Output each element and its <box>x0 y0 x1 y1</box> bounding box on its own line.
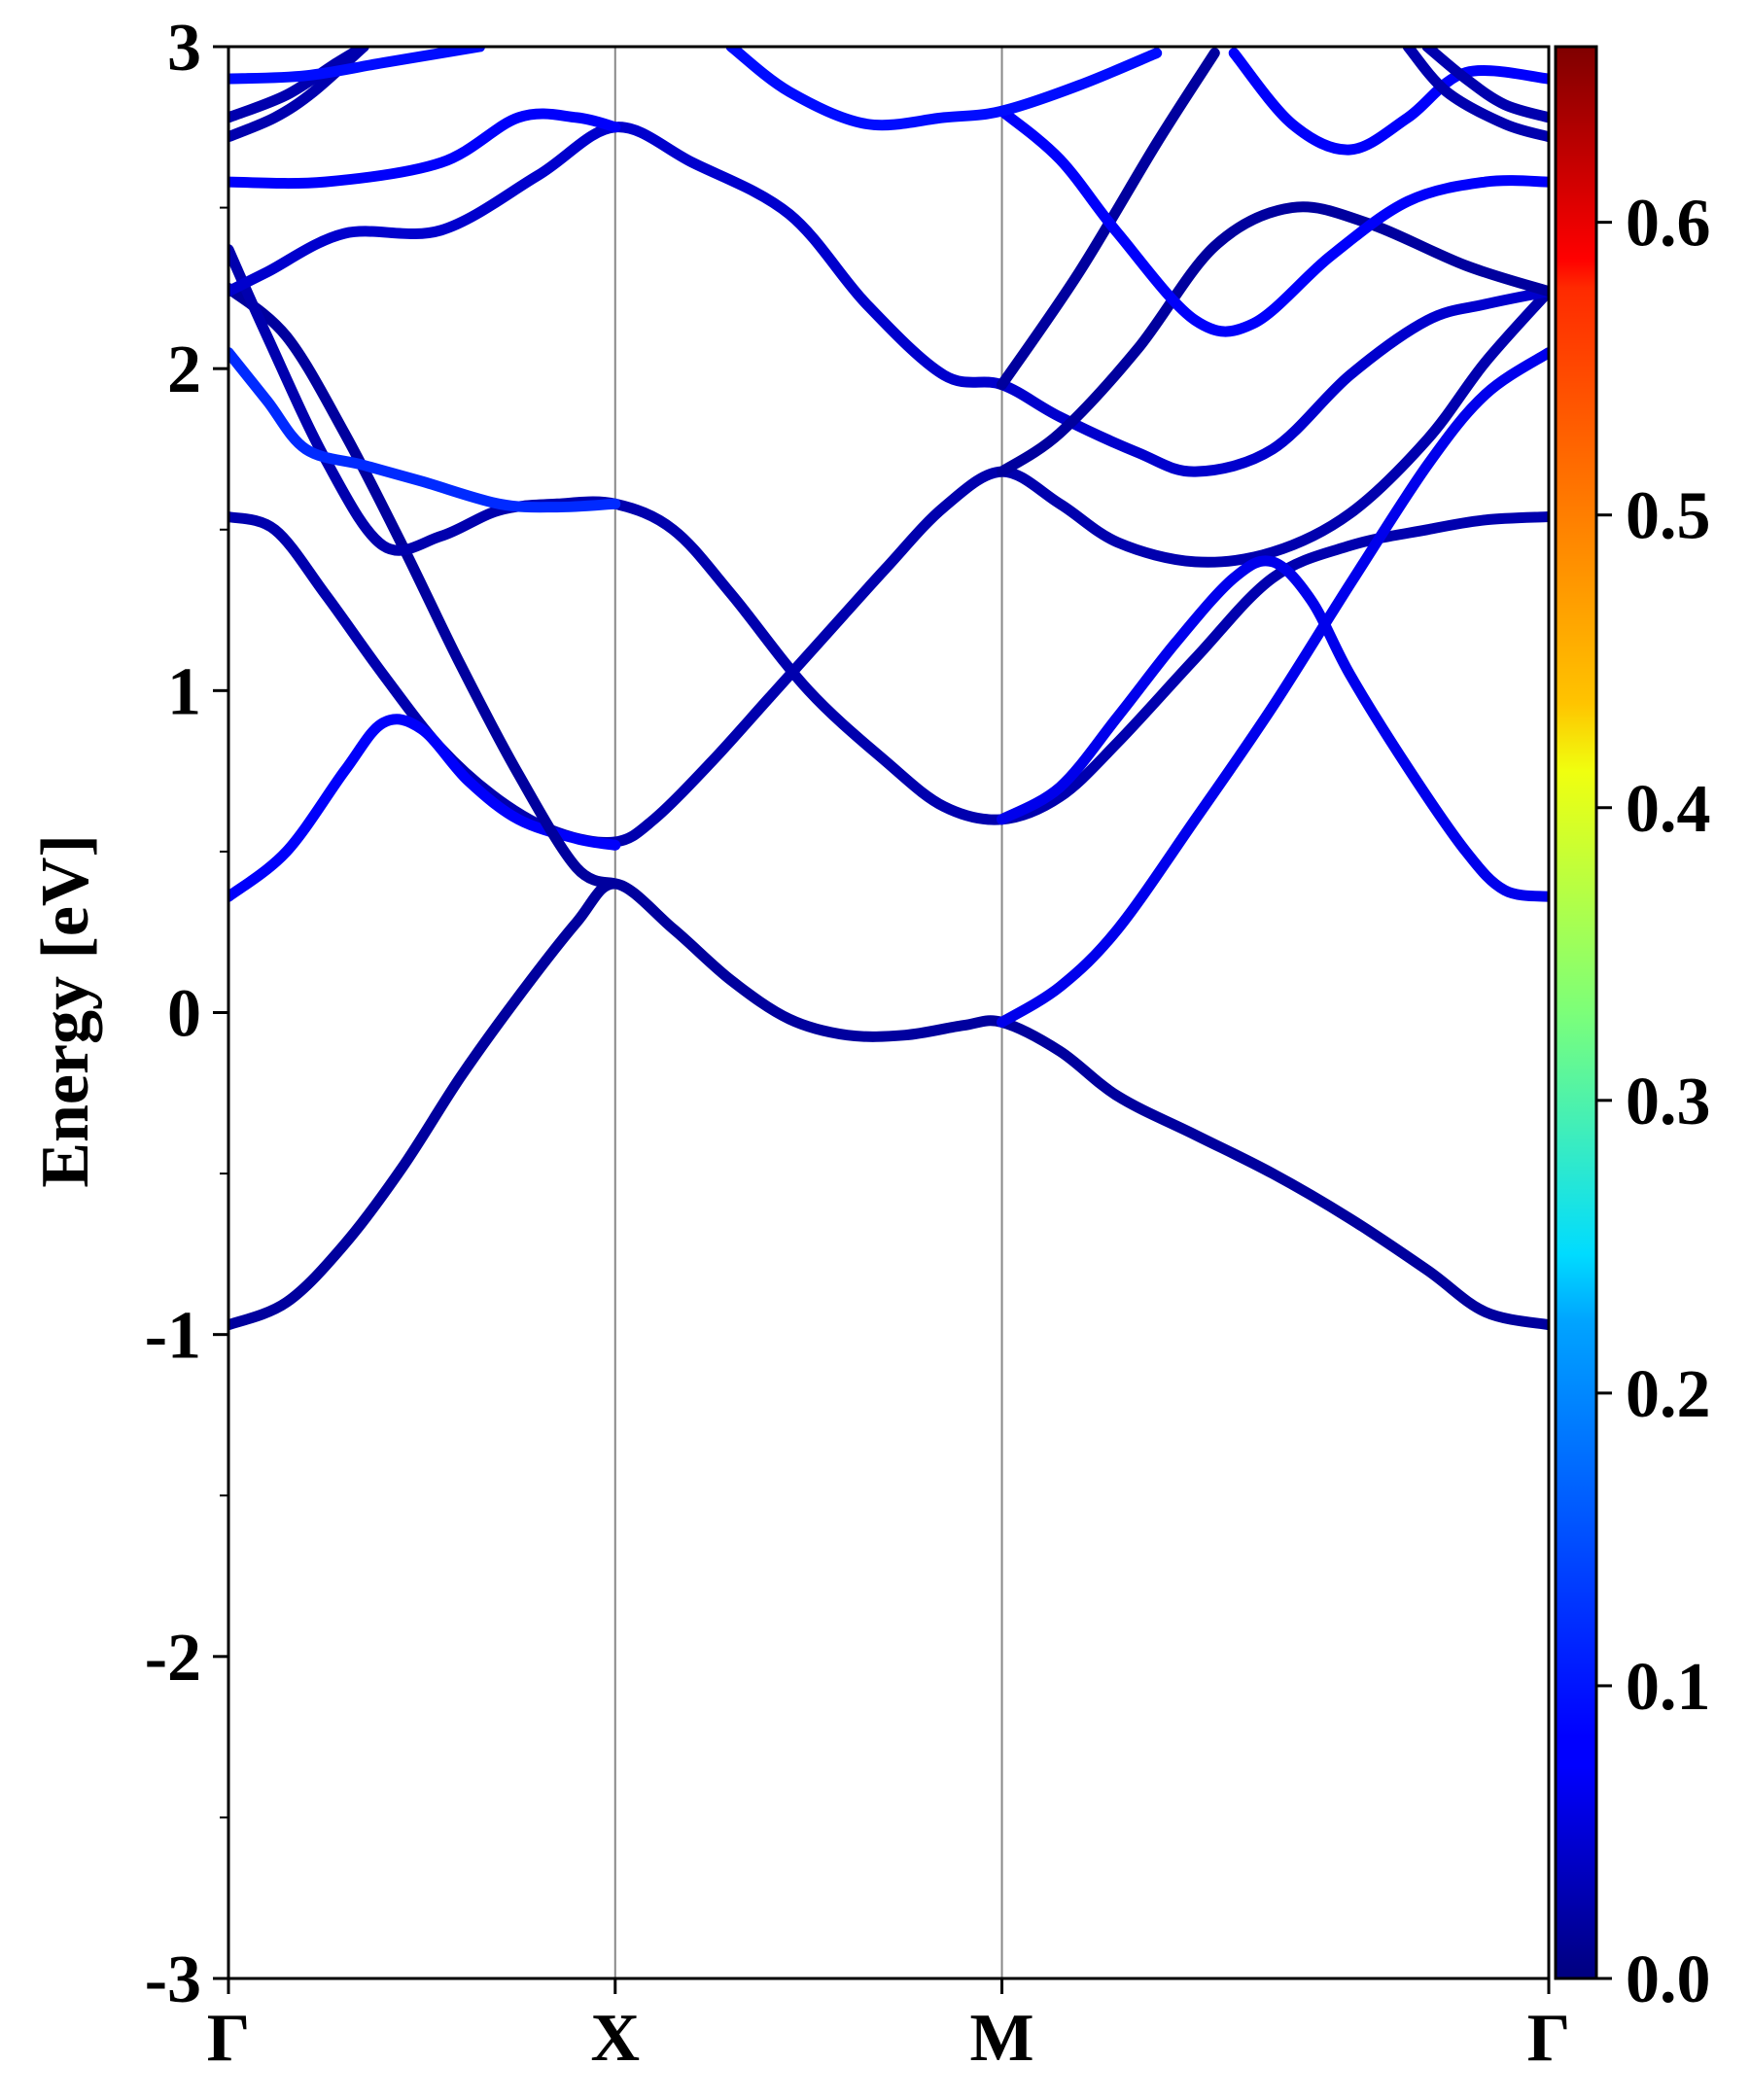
band-line-8 <box>228 347 621 513</box>
colorbar-tick-label: 0.1 <box>1626 1650 1711 1725</box>
plot-frame <box>227 45 1551 1980</box>
band-line-13 <box>997 105 1549 337</box>
band-line-3 <box>228 714 621 902</box>
band-line-14 <box>725 47 1163 131</box>
x-tick-label: M <box>970 2001 1034 2076</box>
y-axis-title: Energy [eV] <box>28 834 103 1188</box>
band-line-11 <box>997 201 1549 477</box>
colorbar-tick-label: 0.2 <box>1626 1357 1711 1432</box>
band-line-4 <box>228 282 621 890</box>
x-tick-label: Γ <box>207 2001 251 2076</box>
band-line-5 <box>228 244 1549 825</box>
y-tick-label: -3 <box>145 1942 201 2017</box>
high-symmetry-lines <box>613 47 1003 1978</box>
y-tick-label: 1 <box>167 654 201 729</box>
colorbar-tick-label: 0.5 <box>1626 479 1711 554</box>
y-tick-label: 0 <box>167 977 201 1052</box>
y-axis: 3 2 1 0 -1 -2 -3 <box>145 11 228 2017</box>
band-line-12 <box>228 108 621 190</box>
colorbar-tick-label: 0.4 <box>1626 772 1711 847</box>
x-tick-label: Γ <box>1527 2001 1571 2076</box>
band-line-7 <box>997 347 1549 1028</box>
y-tick-label: -1 <box>145 1299 201 1374</box>
band-line-18 <box>228 47 486 85</box>
colorbar-ticks: 0.0 0.1 0.2 0.3 0.4 0.5 0.6 <box>1596 187 1711 2017</box>
x-tick-label: X <box>590 2001 640 2076</box>
band-line-15 <box>1228 48 1549 156</box>
colorbar-tick-label: 0.3 <box>1626 1065 1711 1139</box>
colorbar-tick-label: 0.0 <box>1626 1942 1711 2017</box>
y-tick-label: 3 <box>167 11 201 86</box>
band-line-10 <box>997 48 1220 391</box>
y-tick-label: -2 <box>145 1621 201 1696</box>
band-line-19 <box>1402 47 1549 143</box>
band-line-9 <box>228 122 1549 477</box>
colorbar-tick-label: 0.6 <box>1626 187 1711 262</box>
band-line-1 <box>228 878 1549 1331</box>
y-tick-label: 2 <box>167 332 201 407</box>
colorbar <box>1554 45 1598 1980</box>
band-line-6 <box>997 555 1549 902</box>
bands <box>228 47 1549 1331</box>
band-line-17 <box>228 47 369 123</box>
band-line-20 <box>1421 47 1549 123</box>
